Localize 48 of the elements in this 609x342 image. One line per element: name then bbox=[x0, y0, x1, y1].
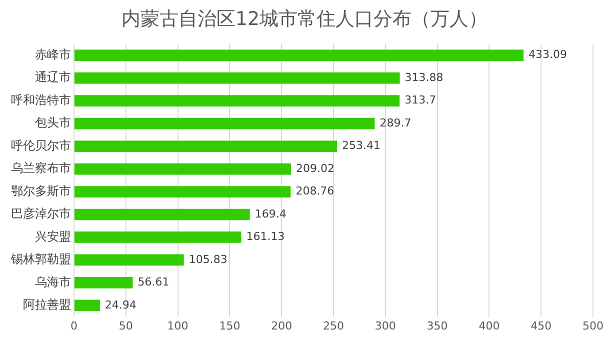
chart-title: 内蒙古自治区12城市常住人口分布（万人） bbox=[120, 7, 489, 32]
data-label: 105.83 bbox=[188, 252, 228, 266]
x-tick-label: 300 bbox=[374, 319, 396, 332]
x-tick-label: 50 bbox=[118, 319, 133, 332]
data-label: 289.7 bbox=[380, 116, 412, 130]
y-tick-label: 乌海市 bbox=[35, 274, 71, 289]
y-tick-label: 阿拉善盟 bbox=[23, 298, 71, 312]
bar bbox=[74, 118, 375, 130]
bar bbox=[74, 186, 291, 198]
data-label: 161.13 bbox=[246, 230, 285, 244]
data-label: 209.02 bbox=[296, 162, 334, 175]
y-tick-label: 乌兰察布市 bbox=[11, 161, 71, 176]
y-tick-label: 兴安盟 bbox=[35, 229, 71, 244]
x-tick-label: 0 bbox=[70, 319, 78, 332]
data-label: 208.76 bbox=[296, 184, 334, 198]
y-tick-label: 呼和浩特市 bbox=[11, 92, 71, 107]
bar bbox=[74, 95, 400, 107]
data-label: 56.61 bbox=[138, 276, 170, 289]
x-tick-label: 150 bbox=[219, 319, 240, 332]
y-tick-label: 锡林郭勒盟 bbox=[10, 252, 71, 266]
data-label: 433.09 bbox=[528, 48, 568, 62]
x-tick-label: 450 bbox=[530, 319, 552, 332]
bar bbox=[74, 232, 242, 243]
data-label: 253.41 bbox=[342, 139, 381, 152]
bar bbox=[74, 208, 250, 220]
bar bbox=[74, 72, 400, 84]
y-tick-label: 赤峰市 bbox=[35, 47, 71, 62]
x-tick-label: 400 bbox=[478, 319, 500, 332]
data-label: 169.4 bbox=[254, 207, 286, 220]
data-label: 313.7 bbox=[404, 94, 436, 107]
bar bbox=[74, 300, 100, 312]
bar bbox=[74, 254, 184, 266]
x-tick-label: 200 bbox=[271, 319, 292, 332]
data-label: 313.88 bbox=[404, 70, 444, 84]
data-label: 24.94 bbox=[104, 298, 136, 312]
y-tick-label: 包头市 bbox=[35, 116, 71, 130]
bar bbox=[74, 163, 291, 175]
x-tick-label: 100 bbox=[167, 319, 188, 332]
y-tick-label: 鄂尔多斯市 bbox=[11, 184, 71, 198]
x-tick-label: 500 bbox=[582, 319, 604, 332]
bar bbox=[74, 277, 133, 288]
bar bbox=[74, 140, 338, 152]
bar bbox=[74, 50, 524, 62]
y-tick-label: 呼伦贝尔市 bbox=[11, 138, 71, 152]
y-tick-label: 巴彦淖尔市 bbox=[11, 206, 71, 221]
x-tick-label: 350 bbox=[426, 319, 448, 332]
x-tick-label: 250 bbox=[323, 319, 344, 332]
y-tick-label: 通辽市 bbox=[35, 70, 71, 84]
